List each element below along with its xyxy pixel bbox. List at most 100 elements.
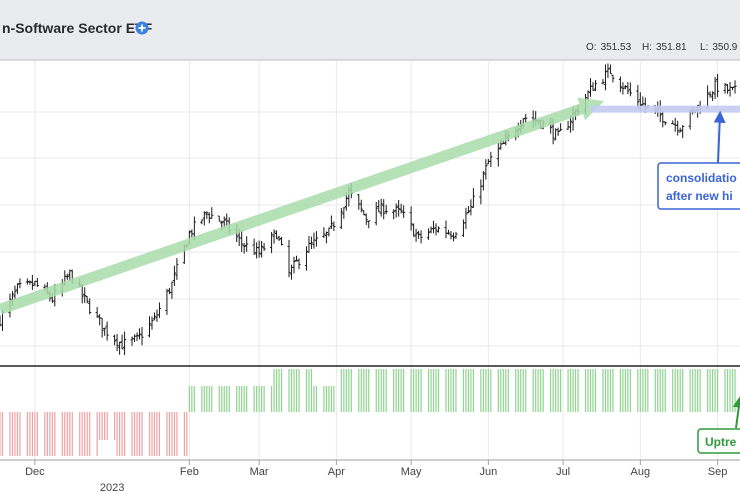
chart-header [0, 0, 740, 60]
ohlc-bar [621, 82, 625, 95]
ohlc-bar [105, 321, 109, 341]
ohlc-bar [100, 317, 104, 338]
ohlc-bar [618, 76, 623, 93]
callout-connector-uptrend [732, 395, 740, 429]
x-tick-label-jun: Jun [479, 466, 497, 478]
x-tick-label-aug: Aug [631, 466, 651, 478]
ohlc-bar [329, 215, 333, 229]
ohlc-bar [628, 82, 632, 97]
ohlc-bar [399, 203, 403, 214]
ohlc-bar [414, 228, 418, 242]
ohlc-bar [489, 151, 493, 167]
ohlc-bar [327, 227, 331, 237]
ohlc-bar [715, 73, 720, 98]
ohlc-bar [484, 159, 488, 180]
ohlc-bar [449, 231, 453, 240]
ohlc-bar [362, 210, 366, 216]
ohlc-bar [342, 207, 346, 219]
ohlc-bar [382, 199, 386, 220]
ohlc-bar [730, 86, 735, 91]
ohlc-bar [559, 123, 563, 132]
ohlc-bar [364, 213, 368, 225]
ohlc-bar [606, 63, 610, 78]
ohlc-bar [556, 127, 560, 136]
ohlc-bar [524, 114, 528, 123]
x-tick-label-sep: Sep [708, 466, 728, 478]
ohlc-bar [287, 239, 291, 278]
ohlc-bar [165, 288, 169, 315]
x-tick-label-2023: 2023 [100, 482, 124, 494]
ohlc-bar [339, 208, 343, 230]
ohlc-low: L: 350.9 [700, 42, 738, 53]
ohlc-bar [409, 206, 413, 231]
ohlc-bar [13, 285, 17, 300]
ohlc-bar [297, 258, 301, 270]
ohlc-bar [676, 120, 680, 136]
ohlc-bar [454, 231, 458, 239]
ohlc-bar [332, 221, 336, 232]
x-tick-label-may: May [401, 466, 422, 478]
ohlc-open: O: 351.53 [586, 42, 632, 53]
ohlc-bar [115, 334, 119, 352]
ohlc-bar [175, 258, 179, 280]
ohlc-bar [402, 205, 406, 218]
ohlc-bar [367, 220, 371, 229]
x-tick-label-jul: Jul [556, 466, 570, 478]
ohlc-bar [434, 223, 438, 236]
ohlc-bar [444, 220, 448, 239]
ohlc-bar [205, 211, 209, 219]
ohlc-bar [147, 316, 152, 338]
ohlc-bar [262, 242, 266, 251]
ohlc-bar [122, 331, 127, 356]
ohlc-bar [611, 74, 615, 83]
ohlc-bar [608, 64, 613, 75]
ohlc-bar [170, 281, 174, 299]
ohlc-bar [137, 328, 142, 340]
ohlc-bar [436, 226, 441, 233]
add-icon[interactable] [135, 21, 149, 35]
ohlc-bar [269, 231, 274, 254]
ohlc-bar [152, 312, 157, 321]
ohlc-bar [469, 199, 473, 216]
ohlc-bar [217, 215, 221, 222]
ohlc-bar [260, 240, 264, 258]
ohlc-bar [464, 207, 468, 230]
ohlc-bar [113, 334, 117, 346]
ohlc-bar [314, 231, 319, 247]
ohlc-bar [279, 236, 284, 246]
callout-connector-consolidation [713, 110, 726, 164]
ohlc-bar [35, 277, 39, 287]
ohlc-bar [242, 243, 246, 254]
ohlc-bar [85, 295, 89, 304]
ohlc-bar [103, 327, 107, 336]
horizontal-gridlines [0, 111, 740, 347]
ohlc-bar [202, 211, 206, 226]
ohlc-bar [304, 246, 309, 271]
chart-title: n-Software Sector ETF [2, 20, 153, 36]
x-tick-label-feb: Feb [180, 466, 199, 478]
ohlc-bar [593, 80, 598, 91]
ohlc-bar [471, 188, 476, 208]
x-tick-label-mar: Mar [250, 466, 269, 478]
indicator-panel [0, 368, 740, 460]
ohlc-bar [252, 238, 256, 255]
ohlc-bar [710, 91, 715, 102]
ohlc-bar [713, 76, 717, 100]
ohlc-bar [397, 199, 401, 217]
ohlc-high: H: 351.81 [642, 42, 687, 53]
ohlc-bar [733, 80, 737, 94]
x-tick-label-dec: Dec [25, 466, 45, 478]
ohlc-bar [135, 332, 139, 342]
ohlc-bar [725, 84, 730, 94]
indicator-bars [0, 369, 736, 456]
ohlc-bar [28, 280, 32, 285]
ohlc-bar [591, 82, 595, 91]
ohlc-bar [636, 85, 640, 110]
ohlc-bar [172, 265, 177, 286]
ohlc-bar [157, 302, 162, 318]
ohlc-bar [15, 283, 20, 295]
ohlc-bar [95, 307, 99, 318]
ohlc-bar [257, 240, 261, 258]
